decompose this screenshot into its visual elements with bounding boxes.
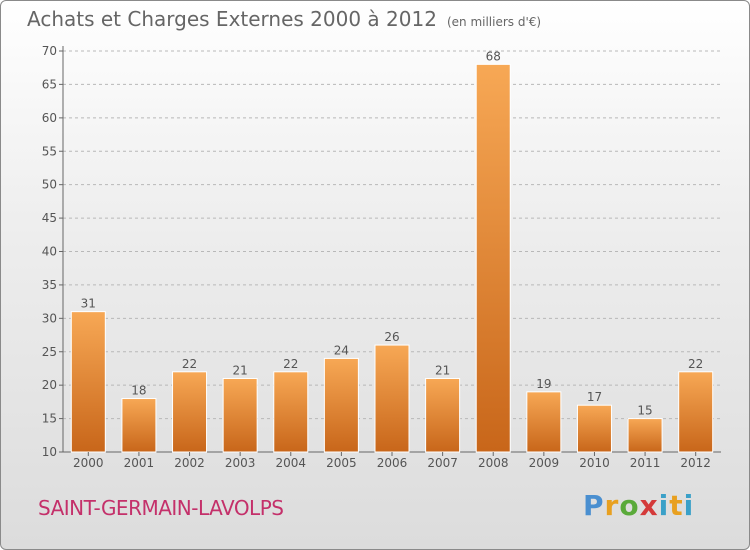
chart-title-text: Achats et Charges Externes 2000 à 2012 bbox=[27, 7, 437, 31]
bar bbox=[273, 371, 309, 453]
bar bbox=[678, 371, 714, 453]
logo-letter: P bbox=[583, 489, 605, 522]
x-tick-label: 2004 bbox=[275, 456, 306, 470]
y-tick-label: 60 bbox=[42, 111, 57, 125]
y-tick-label: 55 bbox=[42, 144, 57, 158]
proxiti-logo: Proxiti bbox=[583, 489, 694, 522]
bar bbox=[425, 377, 461, 453]
x-tick-label: 2007 bbox=[427, 456, 458, 470]
bar-value-label: 22 bbox=[182, 357, 197, 371]
y-tick-label: 20 bbox=[42, 378, 57, 392]
bar-value-label: 26 bbox=[384, 330, 399, 344]
logo-letter: i bbox=[658, 489, 670, 522]
bar bbox=[172, 371, 208, 453]
y-tick-label: 25 bbox=[42, 345, 57, 359]
bar-value-label: 22 bbox=[283, 357, 298, 371]
logo-letter: o bbox=[619, 489, 640, 522]
x-tick-label: 2012 bbox=[680, 456, 711, 470]
bar bbox=[526, 391, 562, 453]
bar bbox=[576, 404, 612, 453]
bar-value-label: 31 bbox=[81, 297, 96, 311]
x-tick-label: 2005 bbox=[326, 456, 357, 470]
y-tick-label: 30 bbox=[42, 311, 57, 325]
bar-value-label: 24 bbox=[334, 343, 349, 357]
y-tick-label: 40 bbox=[42, 245, 57, 259]
x-tick-label: 2003 bbox=[225, 456, 256, 470]
x-tick-label: 2002 bbox=[174, 456, 205, 470]
bar-value-label: 18 bbox=[131, 384, 146, 398]
chart-title: Achats et Charges Externes 2000 à 2012 (e… bbox=[27, 7, 541, 31]
bar-value-label: 19 bbox=[536, 377, 551, 391]
x-tick-label: 2010 bbox=[579, 456, 610, 470]
bar bbox=[323, 357, 359, 453]
bar-value-label: 21 bbox=[233, 363, 248, 377]
logo-letter: x bbox=[639, 489, 659, 522]
x-tick-label: 2006 bbox=[377, 456, 408, 470]
y-tick-label: 15 bbox=[42, 412, 57, 426]
logo-letter: r bbox=[604, 489, 620, 522]
x-tick-label: 2008 bbox=[478, 456, 509, 470]
bar-value-label: 21 bbox=[435, 363, 450, 377]
y-tick-label: 35 bbox=[42, 278, 57, 292]
x-tick-label: 2000 bbox=[73, 456, 104, 470]
bar bbox=[374, 344, 410, 453]
bar-value-label: 68 bbox=[486, 49, 501, 63]
bar bbox=[475, 63, 511, 453]
y-tick-label: 65 bbox=[42, 77, 57, 91]
bar bbox=[627, 418, 663, 453]
bar bbox=[70, 311, 106, 453]
bar-value-label: 15 bbox=[637, 404, 652, 418]
x-tick-label: 2011 bbox=[630, 456, 661, 470]
bar bbox=[121, 398, 157, 453]
x-tick-label: 2001 bbox=[124, 456, 155, 470]
y-tick-label: 50 bbox=[42, 178, 57, 192]
logo-letter: t bbox=[669, 489, 684, 522]
y-tick-label: 70 bbox=[42, 44, 57, 58]
y-tick-label: 45 bbox=[42, 211, 57, 225]
logo-letter: i bbox=[683, 489, 695, 522]
y-tick-label: 10 bbox=[42, 445, 57, 459]
bar-value-label: 17 bbox=[587, 390, 602, 404]
chart-unit: (en milliers d'€) bbox=[446, 15, 542, 29]
x-tick-label: 2009 bbox=[529, 456, 560, 470]
bar-value-label: 22 bbox=[688, 357, 703, 371]
bar bbox=[222, 377, 258, 453]
town-name: SAINT-GERMAIN-LAVOLPS bbox=[38, 496, 284, 520]
